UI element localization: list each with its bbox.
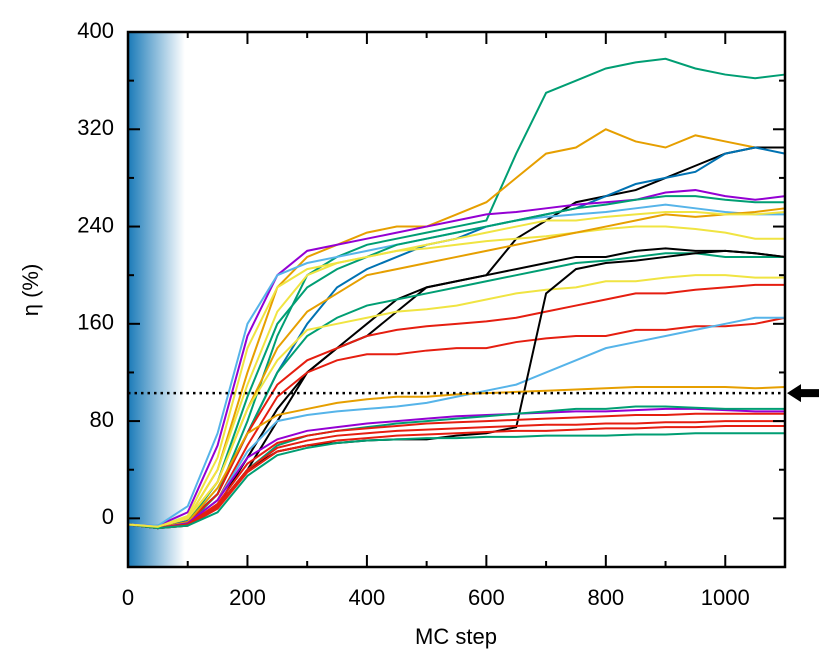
- data-line: [127, 207, 786, 528]
- x-tick-label: 600: [468, 585, 505, 610]
- reference-arrow: [787, 384, 819, 403]
- y-axis-label: η (%): [18, 264, 43, 317]
- x-tick-label: 800: [587, 585, 624, 610]
- y-tick-label: 320: [77, 115, 114, 140]
- data-line: [127, 189, 786, 527]
- y-tick-label: 240: [77, 212, 114, 237]
- data-line: [127, 432, 785, 530]
- data-line: [127, 195, 785, 530]
- data-line: [127, 225, 785, 528]
- data-line: [127, 386, 786, 530]
- y-tick-label: 0: [102, 504, 114, 529]
- data-line: [127, 274, 785, 528]
- data-line: [127, 420, 785, 530]
- y-tick-label: 400: [77, 18, 114, 43]
- y-tick-label: 160: [77, 310, 114, 335]
- shaded-region: [128, 32, 185, 567]
- data-line: [127, 316, 786, 530]
- data-line: [127, 412, 785, 530]
- data-line: [127, 407, 785, 530]
- x-tick-label: 200: [229, 585, 266, 610]
- data-line: [127, 128, 785, 528]
- data-line: [127, 247, 786, 530]
- plot-frame: [126, 30, 787, 569]
- x-tick-label: 1000: [701, 585, 750, 610]
- x-tick-label: 0: [122, 585, 134, 610]
- data-line: [127, 57, 786, 530]
- data-line: [127, 210, 786, 528]
- x-tick-label: 400: [349, 585, 386, 610]
- x-axis-label: MC step: [415, 624, 497, 649]
- data-line: [127, 316, 785, 530]
- y-tick-label: 80: [90, 407, 114, 432]
- data-line: [127, 424, 785, 530]
